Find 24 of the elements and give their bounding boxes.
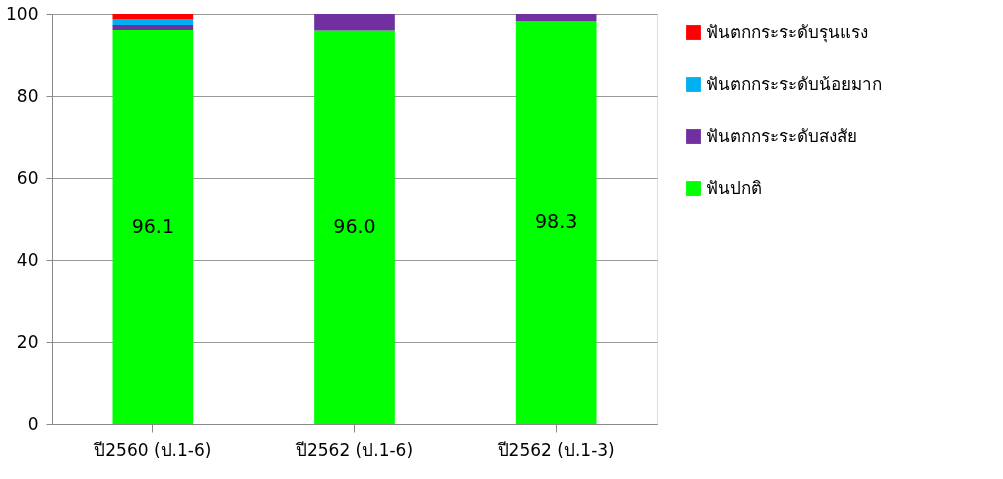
data-label: 96.1	[131, 214, 174, 237]
bar	[112, 25, 194, 30]
y-tick-label: 20	[16, 331, 39, 352]
y-tick-label: 80	[16, 85, 39, 106]
bar	[112, 14, 194, 19]
x-tick-label: ปี2562 (ป.1-6)	[294, 439, 414, 460]
y-tick-label: 60	[16, 167, 39, 188]
bar	[515, 14, 597, 21]
y-tick-label: 100	[6, 3, 39, 24]
y-tick-label: 40	[16, 249, 39, 270]
bar	[112, 18, 194, 26]
x-tick-label: ปี2560 (ป.1-6)	[93, 439, 212, 460]
legend-label: ฟันตกกระระดับน้อยมาก	[706, 73, 882, 94]
data-label: 96.0	[333, 215, 376, 238]
data-label: 98.3	[535, 210, 578, 233]
bar	[515, 20, 597, 424]
legend-label: ฟันปกติ	[706, 177, 762, 198]
x-tick-label: ปี2562 (ป.1-3)	[496, 439, 615, 460]
legend-label: ฟันตกกระระดับสงสัย	[706, 125, 857, 146]
bar	[112, 29, 194, 424]
legend-label: ฟันตกกระระดับรุนแรง	[706, 21, 868, 43]
bar	[314, 30, 395, 424]
y-tick-label: 0	[27, 413, 39, 434]
bar	[314, 14, 395, 31]
